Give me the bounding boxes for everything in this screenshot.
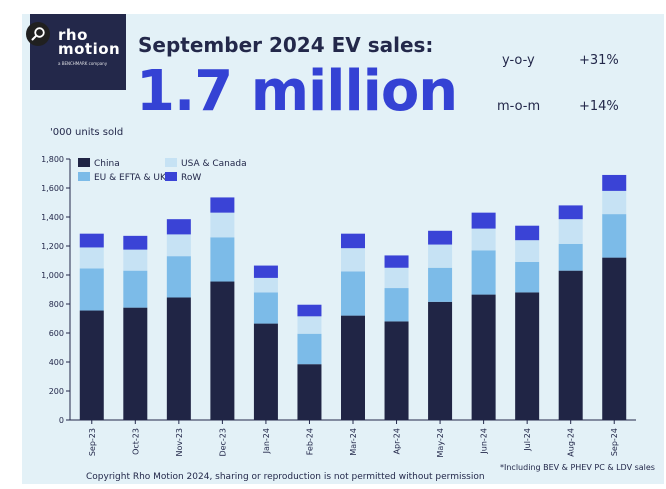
logo-tagline: a BENCHMARK company	[58, 61, 108, 66]
bar-segment	[428, 301, 453, 420]
footnote: *Including BEV & PHEV PC & LDV sales	[500, 463, 655, 472]
bar-segment	[123, 249, 148, 271]
y-tick-label: 1,000	[41, 271, 64, 280]
x-tick-label: Mar-24	[349, 428, 358, 456]
x-tick-label: Oct-23	[131, 428, 140, 455]
bar-segment	[428, 230, 453, 245]
legend-swatch	[165, 172, 177, 181]
search-icon	[31, 27, 45, 41]
bar-segment	[602, 174, 627, 191]
x-tick-label: Jul-24	[523, 428, 532, 452]
legend-label: China	[94, 159, 120, 169]
legend-swatch	[78, 172, 90, 181]
bar-segment	[297, 364, 322, 420]
y-tick-label: 400	[49, 358, 64, 367]
y-tick-label: 1,800	[41, 155, 64, 164]
y-tick-label: 800	[49, 300, 64, 309]
x-tick-label: Feb-24	[305, 428, 314, 455]
bar-segment	[341, 315, 365, 420]
x-tick-label: Apr-24	[393, 428, 402, 454]
x-tick-label: Nov-23	[175, 428, 184, 456]
bar-segment	[297, 304, 322, 317]
legend-label: EU & EFTA & UK	[94, 173, 167, 183]
bar-segment	[253, 277, 278, 293]
x-tick-label: May-24	[436, 428, 445, 457]
bar-segment	[253, 323, 278, 420]
headline-title: September 2024 EV sales:	[138, 33, 434, 57]
bar-segment	[253, 265, 278, 278]
x-tick-label: Jun-24	[480, 428, 489, 455]
bar-segment	[515, 292, 540, 420]
bar-segment	[123, 307, 148, 420]
bar-segment	[558, 205, 583, 220]
bar-segment	[341, 271, 365, 316]
y-tick-label: 1,200	[41, 242, 64, 251]
logo-text-rho: rho	[58, 26, 88, 44]
bar-segment	[210, 237, 235, 282]
y-tick-label: 600	[49, 329, 64, 338]
bar-segment	[471, 228, 496, 251]
bar-segment	[602, 257, 627, 420]
bar-segment	[384, 267, 409, 289]
x-tick-label: Sep-23	[88, 428, 97, 456]
y-axis-unit-label: '000 units sold	[50, 127, 124, 138]
bar-segment	[515, 261, 540, 293]
bar-segment	[384, 288, 409, 322]
bar-segment	[341, 233, 365, 249]
x-tick-label: Jan-24	[262, 428, 271, 454]
legend-label: RoW	[181, 173, 201, 183]
x-tick-label: Dec-23	[218, 428, 227, 457]
legend-swatch	[165, 158, 177, 167]
bar-segment	[79, 268, 104, 311]
bar-segment	[79, 247, 104, 269]
bar-segment	[471, 294, 496, 420]
y-tick-label: 1,400	[41, 213, 64, 222]
bar-segment	[166, 256, 191, 298]
bar-segment	[210, 281, 235, 420]
logo-text-motion: motion	[58, 40, 121, 58]
y-tick-label: 200	[49, 387, 64, 396]
y-tick-label: 1,600	[41, 184, 64, 193]
bar-segment	[428, 267, 453, 302]
bar-segment	[79, 310, 104, 420]
mom-label: m-o-m	[497, 99, 541, 114]
bar-segment	[123, 235, 148, 250]
bar-segment	[558, 219, 583, 244]
bar-segment	[297, 333, 322, 365]
search-button[interactable]	[26, 22, 50, 46]
bar-segment	[210, 212, 235, 238]
bar-segment	[471, 212, 496, 229]
bar-segment	[384, 321, 409, 420]
headline-big-number: 1.7 million	[136, 59, 458, 124]
legend-swatch	[78, 158, 90, 167]
bar-segment	[558, 243, 583, 271]
bar-segment	[602, 190, 627, 215]
copyright-notice: Copyright Rho Motion 2024, sharing or re…	[86, 472, 485, 482]
y-tick-label: 0	[59, 416, 64, 425]
x-tick-label: Sep-24	[610, 428, 619, 456]
mom-value: +14%	[579, 99, 619, 114]
bar-segment	[341, 248, 365, 272]
bar-segment	[123, 270, 148, 308]
yoy-label: y-o-y	[502, 53, 535, 68]
bar-segment	[166, 297, 191, 420]
bar-segment	[471, 250, 496, 295]
bar-segment	[210, 197, 235, 213]
bar-segment	[253, 292, 278, 324]
bar-segment	[166, 234, 191, 257]
bar-segment	[558, 270, 583, 420]
bar-segment	[297, 316, 322, 334]
legend-label: USA & Canada	[181, 159, 247, 169]
bar-segment	[602, 214, 627, 258]
bar-segment	[428, 244, 453, 268]
x-tick-label: Aug-24	[567, 428, 576, 457]
bar-segment	[166, 219, 191, 235]
yoy-value: +31%	[579, 53, 619, 68]
bar-segment	[515, 225, 540, 241]
bar-segment	[384, 255, 409, 268]
bar-segment	[79, 233, 104, 248]
bar-segment	[515, 240, 540, 262]
